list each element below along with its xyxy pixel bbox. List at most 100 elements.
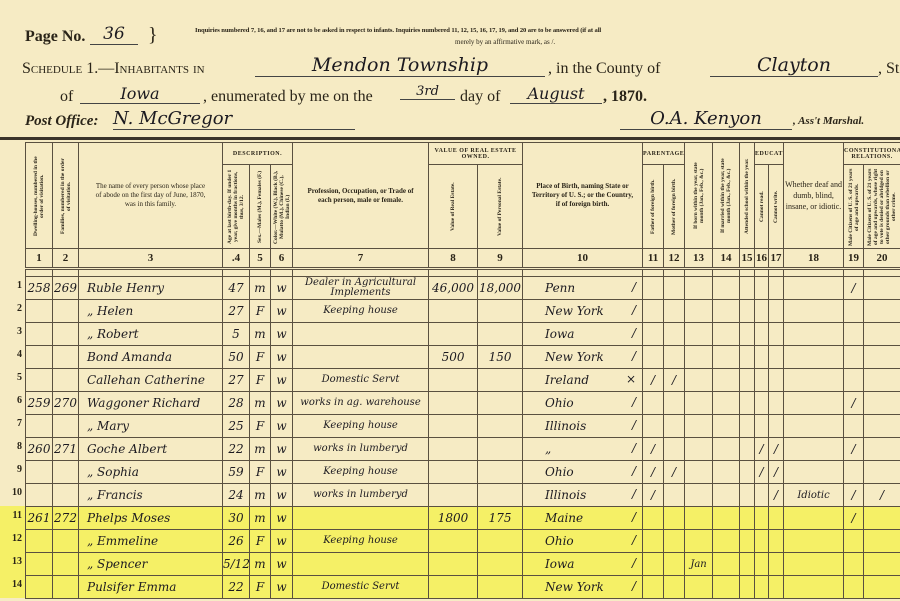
male-citizen bbox=[843, 414, 865, 438]
sex: m bbox=[249, 276, 271, 300]
mother-foreign bbox=[663, 345, 686, 369]
family-number bbox=[52, 299, 79, 323]
mother-foreign: / bbox=[663, 460, 686, 484]
birthplace-text: „ bbox=[545, 442, 552, 456]
person-name: „ Helen bbox=[78, 299, 223, 323]
day-field: 3rd bbox=[400, 84, 455, 100]
age: 28 bbox=[222, 391, 250, 415]
birthplace-mark: / bbox=[631, 464, 637, 478]
header-c19: Male Citizens of U. S. of 21 years of ag… bbox=[843, 164, 865, 249]
cannot-read bbox=[754, 368, 770, 392]
line-number: 8 bbox=[17, 441, 22, 452]
dwelling-number: 261 bbox=[25, 506, 53, 530]
header-c15: Attended school within the year. bbox=[739, 142, 756, 249]
cannot-read bbox=[754, 575, 770, 599]
color: w bbox=[269, 276, 294, 300]
header-group-education: EDUCATION. bbox=[754, 142, 785, 165]
born-within-year bbox=[684, 437, 714, 461]
personal-estate-value bbox=[477, 575, 524, 599]
person-name: „ Mary bbox=[78, 414, 223, 438]
color: w bbox=[269, 552, 294, 576]
line-number: 1 bbox=[17, 280, 22, 291]
father-foreign bbox=[642, 276, 665, 300]
color: w bbox=[269, 368, 294, 392]
age: 26 bbox=[222, 529, 250, 553]
color: w bbox=[269, 299, 294, 323]
attended-school bbox=[739, 506, 756, 530]
age: 27 bbox=[222, 299, 250, 323]
sex: F bbox=[249, 529, 271, 553]
family-number bbox=[52, 529, 79, 553]
column-number: 6 bbox=[269, 248, 294, 270]
personal-estate-value bbox=[477, 368, 524, 392]
attended-school bbox=[739, 483, 756, 507]
occupation: Keeping house bbox=[292, 299, 430, 323]
cannot-write bbox=[768, 575, 785, 599]
header-group-constitutional: CONSTITUTIONAL RELATIONS. bbox=[843, 142, 900, 165]
birthplace-mark: / bbox=[631, 556, 637, 570]
color: w bbox=[269, 460, 294, 484]
header-group-real-estate: VALUE OF REAL ESTATE OWNED. bbox=[428, 142, 524, 165]
occupation: Domestic Servt bbox=[292, 368, 430, 392]
post-office-field: N. McGregor bbox=[113, 108, 355, 130]
mother-foreign bbox=[663, 276, 686, 300]
father-foreign bbox=[642, 322, 665, 346]
mother-foreign bbox=[663, 299, 686, 323]
born-within-year bbox=[684, 414, 714, 438]
table-row: 259 270 Waggoner Richard 28 m w works in ag. w… bbox=[25, 391, 900, 415]
person-name: „ Sophia bbox=[78, 460, 223, 484]
enumerated-label: , enumerated by me on the bbox=[203, 88, 373, 105]
family-number bbox=[52, 414, 79, 438]
color: w bbox=[269, 345, 294, 369]
table-row: 260 271 Goche Albert 22 m w works in lumberyd „… bbox=[25, 437, 900, 461]
header-c5: Sex.—Males (M.), Females (F.) bbox=[249, 164, 271, 249]
occupation bbox=[292, 322, 430, 346]
line-number: 10 bbox=[12, 487, 22, 498]
father-foreign bbox=[642, 345, 665, 369]
family-number bbox=[52, 460, 79, 484]
header-c16: Cannot read. bbox=[754, 164, 770, 249]
personal-estate-value bbox=[477, 483, 524, 507]
disability bbox=[783, 322, 845, 346]
header-c20: Male Citizens of U. S. of 21 years of ag… bbox=[863, 164, 900, 249]
father-foreign bbox=[642, 299, 665, 323]
father-foreign: / bbox=[642, 460, 665, 484]
dwelling-number: 260 bbox=[25, 437, 53, 461]
born-within-year: Jan bbox=[684, 552, 714, 576]
birthplace-text: Illinois bbox=[545, 419, 587, 433]
spacer bbox=[843, 268, 865, 277]
married-within-year bbox=[712, 575, 741, 599]
cannot-read bbox=[754, 414, 770, 438]
cannot-write bbox=[768, 552, 785, 576]
place-of-birth: Ohio / bbox=[522, 529, 644, 553]
father-foreign bbox=[642, 529, 665, 553]
line-number: 2 bbox=[17, 303, 22, 314]
column-number: 2 bbox=[52, 248, 79, 270]
spacer bbox=[522, 268, 644, 277]
occupation: Domestic Servt bbox=[292, 575, 430, 599]
real-estate-value bbox=[428, 391, 479, 415]
header-c10: Place of Birth, naming State or Territor… bbox=[522, 142, 644, 249]
father-foreign: / bbox=[642, 368, 665, 392]
column-number: 10 bbox=[522, 248, 644, 270]
cannot-read: / bbox=[754, 460, 770, 484]
cannot-read bbox=[754, 506, 770, 530]
color: w bbox=[269, 391, 294, 415]
place-of-birth: New York / bbox=[522, 345, 644, 369]
age: 50 bbox=[222, 345, 250, 369]
personal-estate-value: 150 bbox=[477, 345, 524, 369]
sex: F bbox=[249, 414, 271, 438]
line-number: 12 bbox=[12, 533, 22, 544]
age: 24 bbox=[222, 483, 250, 507]
birthplace-text: Illinois bbox=[545, 488, 587, 502]
line-number: 3 bbox=[17, 326, 22, 337]
family-number bbox=[52, 345, 79, 369]
vote-denied bbox=[863, 506, 900, 530]
real-estate-value: 46,000 bbox=[428, 276, 479, 300]
spacer bbox=[754, 268, 770, 277]
spacer bbox=[292, 268, 430, 277]
vote-denied bbox=[863, 529, 900, 553]
married-within-year bbox=[712, 529, 741, 553]
